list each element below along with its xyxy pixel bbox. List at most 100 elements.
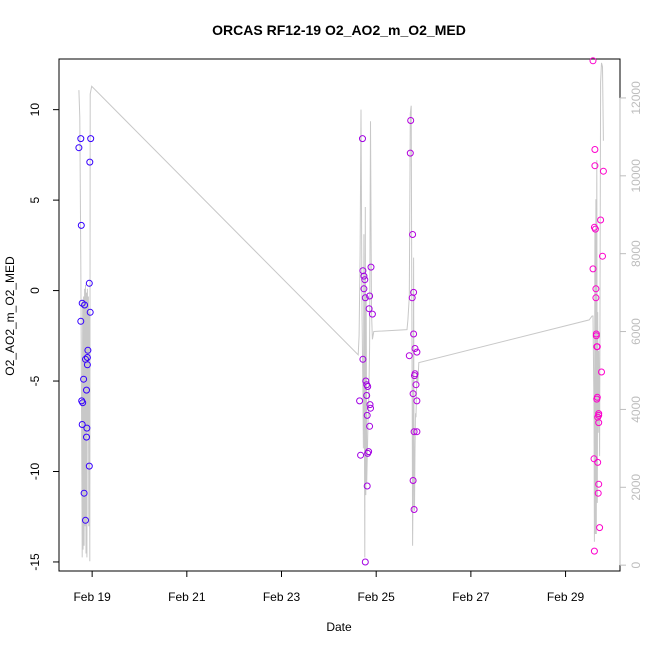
data-point	[365, 305, 373, 313]
data-point	[410, 506, 418, 513]
y-tick-label: 10	[28, 103, 42, 117]
x-tick-label: Feb 21	[168, 590, 206, 604]
data-point	[591, 146, 599, 153]
y-tick-label: -15	[28, 553, 42, 571]
data-point	[591, 225, 599, 233]
data-point	[592, 285, 600, 293]
y-tick-label: 5	[28, 196, 42, 203]
data-point	[77, 317, 85, 325]
data-point	[411, 345, 419, 352]
data-point	[359, 355, 367, 363]
data-point	[592, 294, 600, 302]
data-point	[77, 135, 85, 143]
data-point	[356, 397, 364, 405]
data-point	[367, 263, 375, 271]
data-point	[364, 383, 372, 390]
data-point	[410, 330, 418, 338]
data-point	[410, 288, 418, 296]
x-tick-label: Feb 23	[263, 590, 301, 604]
data-point	[410, 428, 418, 436]
data-point	[407, 117, 415, 124]
data-point	[406, 149, 414, 157]
chart-title: ORCAS RF12-19 O2_AO2_m_O2_MED	[212, 22, 466, 38]
data-point	[367, 404, 374, 412]
data-point	[363, 482, 371, 490]
data-point	[409, 231, 417, 238]
data-point	[83, 424, 91, 432]
data-point	[360, 272, 368, 280]
data-point	[591, 162, 599, 170]
y2-tick-label: 12000	[629, 81, 643, 115]
data-point	[590, 455, 598, 463]
data-point	[597, 216, 605, 224]
data-point	[366, 401, 374, 409]
data-point	[360, 285, 368, 293]
data-point	[596, 524, 604, 532]
x-tick-label: Feb 27	[452, 590, 490, 604]
data-point	[599, 252, 606, 260]
data-point	[357, 451, 365, 459]
data-point	[593, 393, 601, 401]
data-point	[85, 279, 93, 287]
data-point	[86, 158, 94, 166]
data-point	[87, 135, 95, 143]
y2-tick-label: 0	[629, 562, 643, 569]
data-point	[83, 433, 90, 441]
data-point	[413, 397, 421, 405]
data-point	[83, 354, 91, 361]
y2-tick-label: 2000	[629, 474, 643, 501]
data-point	[413, 428, 421, 436]
data-point	[86, 308, 94, 316]
data-point	[405, 352, 413, 360]
data-point	[361, 294, 369, 302]
y-axis-label: O2_AO2_m_O2_MED	[3, 256, 17, 376]
y2-tick-label: 10000	[629, 159, 643, 193]
data-point	[589, 57, 597, 65]
data-point	[409, 477, 417, 484]
data-point	[366, 292, 374, 300]
plot-frame	[58, 58, 621, 572]
data-point	[84, 346, 92, 354]
data-point	[78, 421, 86, 428]
data-point	[595, 480, 603, 488]
data-point	[81, 301, 89, 309]
data-point	[594, 489, 602, 497]
data-point	[411, 370, 419, 378]
data-point	[595, 411, 603, 419]
x-tick-label: Feb 19	[73, 590, 111, 604]
y-tick-label: 0	[28, 287, 42, 294]
data-point	[599, 167, 607, 175]
y2-tick-label: 8000	[629, 240, 643, 267]
data-point	[363, 392, 371, 399]
data-point	[359, 135, 366, 143]
data-point	[75, 144, 83, 152]
data-point	[590, 547, 598, 555]
data-point	[592, 332, 600, 340]
data-point	[368, 310, 376, 318]
data-point	[594, 458, 602, 466]
y2-tick-label: 4000	[629, 396, 643, 423]
data-point	[366, 422, 374, 430]
data-point	[361, 558, 369, 566]
axes: -15 -10 -5 0 5 10 Feb 19 Feb 21 Feb 23 Feb 25 Feb …	[28, 81, 643, 604]
data-points	[75, 57, 607, 566]
x-tick-label: Feb 25	[358, 590, 396, 604]
x-axis-label: Date	[326, 620, 352, 634]
data-point	[413, 348, 421, 356]
data-point	[365, 448, 373, 456]
data-point	[77, 221, 85, 229]
data-point	[412, 381, 420, 389]
data-point	[595, 419, 603, 427]
data-point	[80, 489, 88, 497]
data-point	[82, 516, 89, 524]
data-point	[409, 390, 417, 398]
x-tick-label: Feb 29	[547, 590, 585, 604]
data-point	[83, 386, 90, 394]
data-point	[80, 375, 88, 383]
data-point	[363, 411, 371, 419]
data-point	[79, 399, 87, 407]
data-point	[83, 361, 91, 369]
data-point	[85, 462, 93, 470]
y-tick-label: -10	[28, 462, 42, 480]
